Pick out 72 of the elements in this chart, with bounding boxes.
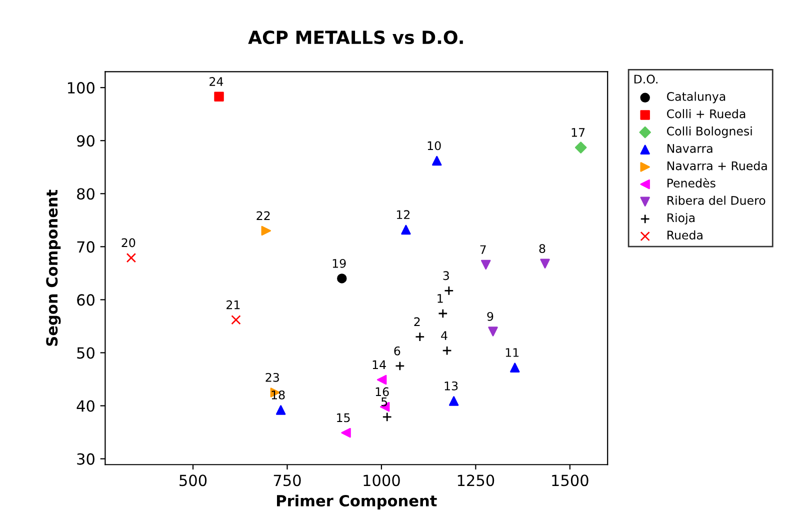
y-tick-label: 90 [76, 135, 94, 147]
point [395, 361, 405, 371]
annotation: 10 [428, 141, 441, 150]
annotation: 19 [332, 258, 346, 268]
annotation: 11 [506, 348, 519, 357]
y-tick-label: 50 [77, 347, 94, 359]
annotation: 1 [438, 294, 443, 303]
y-tick-label: 40 [76, 400, 94, 412]
annotation: 14 [372, 360, 386, 369]
legend-label: Navarra [668, 144, 712, 153]
legend-title: D.O. [634, 74, 658, 84]
point [574, 142, 587, 154]
annotation: 6 [394, 346, 400, 356]
y-tick-label: 100 [68, 82, 94, 94]
annotation: 5 [381, 398, 388, 406]
point [438, 308, 448, 318]
annotation: 4 [441, 331, 448, 340]
point [442, 346, 452, 356]
point [488, 326, 498, 336]
legend-label: Colli Bolognesi [667, 126, 752, 138]
y-tick-label: 30 [77, 453, 94, 465]
annotation: 23 [266, 372, 279, 382]
annotation: 20 [122, 238, 136, 248]
y-tick-label: 60 [77, 294, 94, 306]
y-axis-title: Segon Component [46, 190, 61, 346]
annotation: 12 [396, 210, 410, 219]
x-tick-label: 750 [274, 474, 301, 486]
annotation: 17 [572, 128, 585, 137]
chart-title: ACP METALLS vs D.O. [248, 30, 463, 44]
annotation: 15 [337, 413, 350, 422]
annotation: 13 [444, 381, 458, 390]
point [401, 224, 411, 235]
point [540, 258, 550, 269]
x-tick-label: 500 [180, 474, 207, 486]
annotation: 18 [272, 390, 285, 400]
x-tick-label: 1500 [552, 474, 588, 486]
point [214, 92, 224, 102]
x-tick-label: 1000 [364, 474, 400, 486]
point [480, 260, 491, 270]
point [341, 428, 351, 438]
annotation: 22 [256, 211, 270, 220]
annotation: 2 [414, 317, 420, 326]
point [444, 286, 454, 296]
annotation: 8 [539, 244, 546, 254]
point [448, 396, 459, 406]
legend-label: Rioja [668, 213, 694, 225]
point [337, 274, 347, 284]
point [261, 226, 271, 236]
annotation: 7 [480, 245, 486, 254]
legend-label: Navarra + Rueda [668, 161, 767, 170]
point [432, 156, 442, 166]
x-axis-title: Primer Component [277, 494, 437, 510]
point [415, 332, 425, 342]
y-tick-label: 80 [77, 188, 94, 200]
legend-label: Ribera del Duero [668, 196, 766, 205]
point [126, 252, 136, 263]
annotation: 3 [443, 271, 449, 280]
legend-label: Colli + Rueda [667, 109, 746, 118]
legend-label: Catalunya [667, 92, 726, 104]
point [376, 374, 387, 385]
point [382, 412, 392, 422]
y-tick-label: 70 [77, 241, 94, 253]
legend-label: Rueda [668, 230, 702, 240]
annotation: 21 [226, 300, 240, 310]
point [276, 405, 286, 415]
point [510, 362, 520, 372]
x-tick-label: 1250 [458, 474, 494, 486]
annotation: 24 [210, 77, 224, 86]
annotation: 16 [376, 387, 389, 396]
legend-label: Penedès [668, 178, 716, 188]
point [231, 314, 241, 325]
annotation: 9 [487, 312, 494, 321]
